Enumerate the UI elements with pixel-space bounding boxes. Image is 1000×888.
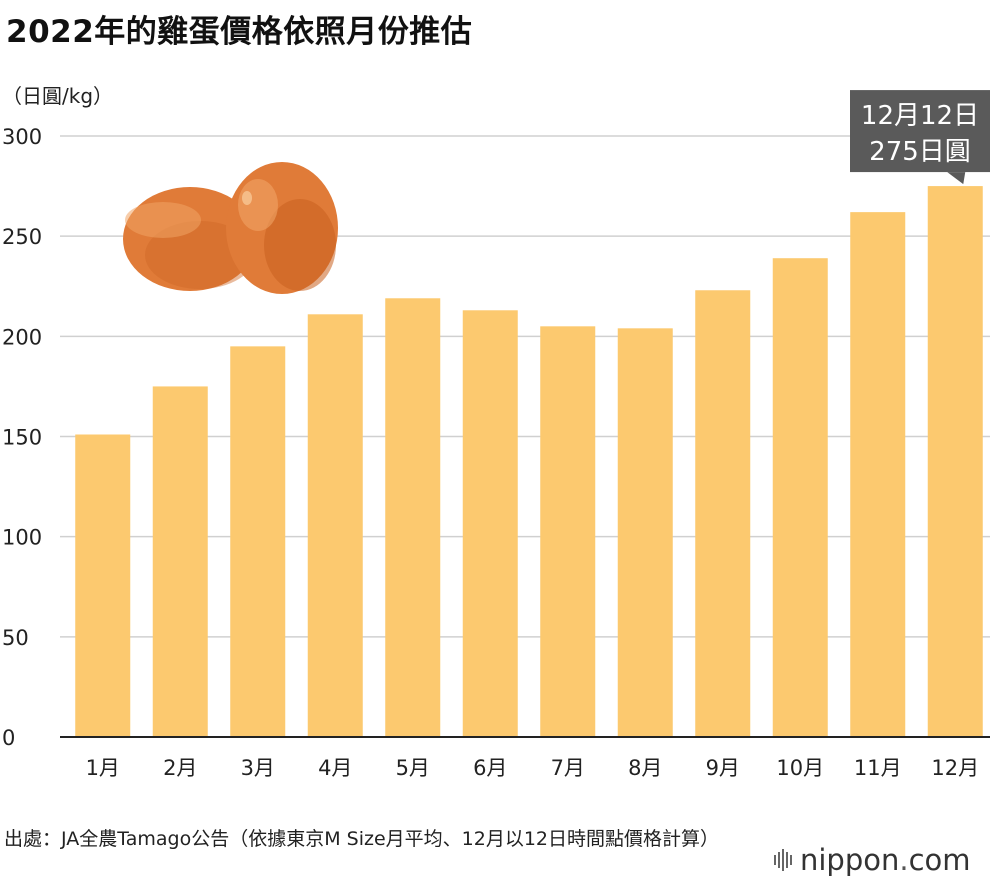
bar-chart: 0 50 100 150 200 250 300 1月 2月 3月 4月 5月 6月 7月 8月 9月 10月…: [2, 90, 990, 780]
x-tick-label: 12月: [931, 756, 979, 780]
bar-2: [152, 386, 208, 737]
x-tick-label: 3月: [241, 756, 275, 780]
price-annotation: 12月12日 275日圓: [850, 90, 990, 185]
y-tick-label: 150: [2, 426, 42, 450]
logo-tld: com: [908, 843, 971, 877]
nippon-logo: nippon. com: [774, 842, 971, 878]
logo-dot: .: [899, 843, 909, 877]
y-tick-label: 100: [2, 526, 42, 550]
bar-6: [462, 310, 518, 737]
annotation-pointer: [947, 172, 966, 185]
x-tick-label: 8月: [628, 756, 662, 780]
bar-1: [75, 434, 131, 737]
bar-4: [307, 314, 363, 737]
x-tick-label: 2月: [163, 756, 197, 780]
egg-front-shade: [264, 199, 336, 291]
x-tick-label: 11月: [854, 756, 902, 780]
logo-text: nippon: [800, 843, 900, 877]
bars: [60, 186, 990, 738]
x-tick-label: 7月: [551, 756, 585, 780]
bar-5: [385, 298, 441, 737]
y-axis-unit-label: （日圓/kg）: [2, 84, 114, 108]
chart-title: 2022年的雞蛋價格依照月份推估: [6, 14, 473, 50]
x-tick-label: 4月: [318, 756, 352, 780]
bar-10: [772, 258, 828, 737]
x-tick-label: 1月: [86, 756, 120, 780]
x-axis-ticks: 1月 2月 3月 4月 5月 6月 7月 8月 9月 10月 11月 12月: [86, 756, 980, 780]
y-tick-label: 200: [2, 325, 42, 349]
annotation-value: 275日圓: [869, 137, 971, 167]
y-tick-label: 0: [2, 726, 15, 750]
y-tick-label: 50: [2, 626, 29, 650]
egg-back-highlight: [125, 202, 201, 238]
x-tick-label: 9月: [706, 756, 740, 780]
bar-9: [695, 290, 751, 737]
logo-bars-icon: [774, 849, 792, 871]
y-tick-label: 300: [2, 125, 42, 149]
source-note: 出處：JA全農Tamago公告（依據東京M Size月平均、12月以12日時間點…: [4, 828, 719, 850]
egg-illustration: [123, 162, 338, 294]
egg-front-glint: [242, 191, 252, 205]
x-tick-label: 6月: [473, 756, 507, 780]
annotation-date: 12月12日: [861, 101, 979, 131]
bar-12: [927, 186, 983, 738]
egg-front-highlight: [238, 179, 278, 231]
bar-8: [617, 328, 673, 737]
bar-3: [230, 346, 286, 737]
y-axis-ticks: 0 50 100 150 200 250 300: [2, 125, 42, 750]
x-tick-label: 5月: [396, 756, 430, 780]
annotation-box: [850, 90, 990, 173]
y-tick-label: 250: [2, 225, 42, 249]
x-tick-label: 10月: [776, 756, 824, 780]
bar-7: [540, 326, 596, 737]
bar-11: [850, 212, 906, 738]
